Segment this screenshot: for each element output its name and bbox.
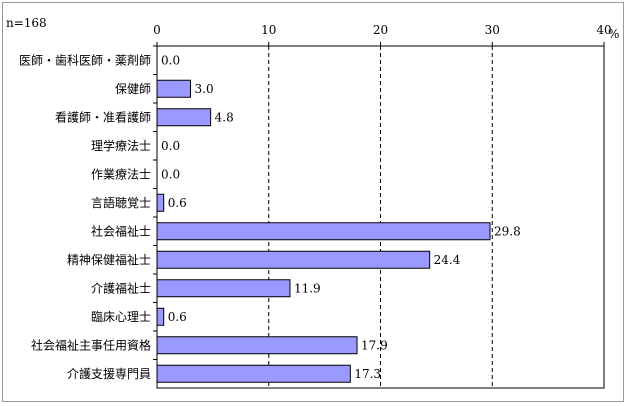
tick-label: 10 <box>261 23 276 37</box>
category-label: 作業療法士 <box>91 167 151 181</box>
bar <box>156 193 165 212</box>
category-label: 社会福祉主事任用資格 <box>31 337 151 352</box>
chart-frame <box>2 2 624 402</box>
category-label: 社会福祉士 <box>91 223 151 238</box>
category-label: 保健師 <box>115 82 151 96</box>
value-label: 3.0 <box>195 82 214 96</box>
category-label: 看護師・准看護師 <box>55 109 151 124</box>
bar <box>156 336 358 355</box>
tick-label: 0 <box>153 23 161 37</box>
category-label: 精神保健福祉士 <box>67 252 151 267</box>
value-label: 17.3 <box>354 367 381 381</box>
sample-size-note: n=168 <box>6 16 47 30</box>
bar <box>156 250 431 269</box>
category-label: 介護支援専門員 <box>67 366 151 381</box>
value-label: 17.9 <box>361 338 388 352</box>
value-label: 24.4 <box>434 253 461 267</box>
category-label: 臨床心理士 <box>91 310 151 324</box>
bar <box>156 279 291 298</box>
tick-label: 30 <box>485 23 500 37</box>
value-label: 29.8 <box>494 224 521 238</box>
value-label: 11.9 <box>294 281 321 295</box>
tick-label: 40 <box>596 23 611 37</box>
bar <box>156 222 491 241</box>
value-label: 0.0 <box>161 139 180 153</box>
category-label: 介護福祉士 <box>91 280 151 295</box>
bar <box>156 364 351 383</box>
bar <box>156 79 192 98</box>
axis-unit: % <box>608 27 619 41</box>
category-label: 言語聴覚士 <box>91 195 151 210</box>
value-label: 0.6 <box>168 310 187 324</box>
bar <box>156 307 165 326</box>
tick-label: 20 <box>373 23 388 37</box>
category-label: 理学療法士 <box>91 138 151 153</box>
value-label: 0.0 <box>161 53 180 67</box>
bar <box>156 108 212 127</box>
category-label: 医師・歯科医師・薬剤師 <box>19 52 151 67</box>
value-label: 0.6 <box>168 196 187 210</box>
value-label: 4.8 <box>215 110 234 124</box>
value-label: 0.0 <box>161 167 180 181</box>
